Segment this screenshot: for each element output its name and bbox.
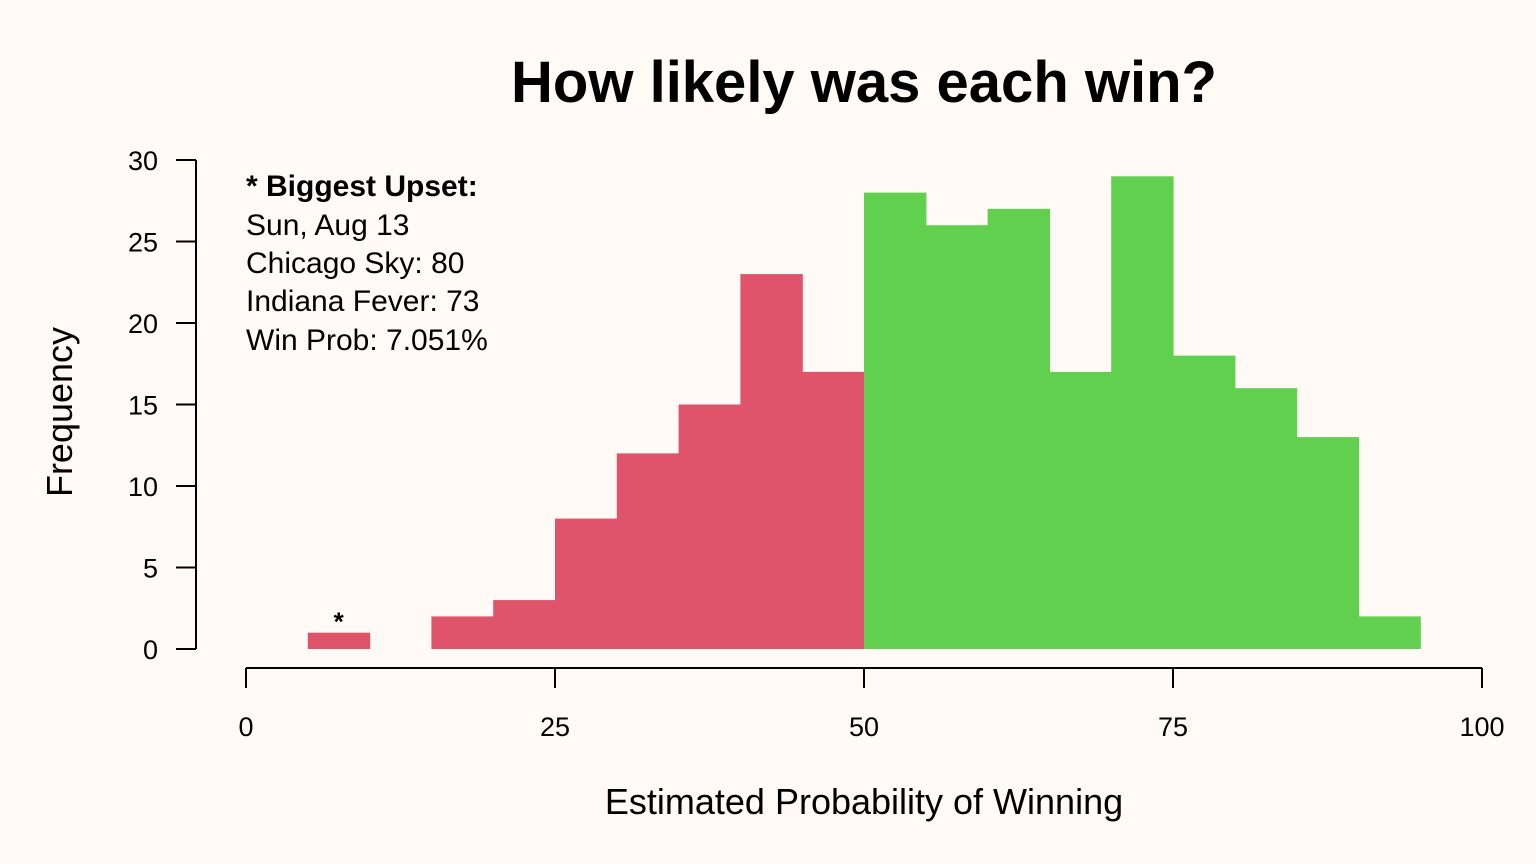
y-axis-label: Frequency: [39, 327, 80, 497]
histogram-bar: [1234, 388, 1298, 649]
annotation-line: Chicago Sky: 80: [246, 247, 464, 280]
y-tick-label: 5: [143, 554, 158, 584]
x-tick-label: 100: [1459, 712, 1504, 742]
histogram-bar: [925, 225, 989, 649]
y-tick-label: 30: [128, 146, 158, 176]
histogram-bar: [987, 208, 1050, 649]
histogram-bar: [616, 453, 680, 649]
histogram-bar: [307, 632, 371, 649]
y-tick-label: 15: [128, 391, 158, 421]
x-tick-label: 75: [1158, 712, 1188, 742]
x-axis: 0 25 50 75 100: [238, 667, 1505, 742]
x-axis-label: Estimated Probability of Winning: [605, 781, 1123, 822]
y-tick-label: 0: [143, 635, 158, 665]
upset-marker: *: [334, 607, 345, 637]
annotation-line: Indiana Fever: 73: [246, 285, 479, 318]
histogram-bar: [1111, 176, 1174, 650]
annotation-line: Sun, Aug 13: [246, 209, 409, 242]
chart-title: How likely was each win?: [511, 50, 1217, 115]
histogram-bar: [431, 616, 494, 649]
x-tick-label: 50: [849, 712, 879, 742]
histogram-bar: [1296, 437, 1359, 649]
histogram-bar: [802, 371, 865, 649]
x-tick-label: 0: [238, 712, 253, 742]
y-tick-label: 25: [128, 228, 158, 258]
y-tick-label: 10: [128, 472, 158, 502]
annotation-heading: * Biggest Upset:: [246, 170, 478, 203]
y-tick-label: 20: [128, 309, 158, 339]
histogram-bar: [678, 404, 741, 649]
histogram-bar: [1358, 616, 1421, 649]
histogram-bar: [1049, 371, 1112, 649]
histogram-bars: [307, 176, 1421, 650]
x-tick-label: 25: [540, 712, 570, 742]
histogram-bar: [555, 518, 618, 649]
histogram-bar: [1173, 355, 1236, 649]
histogram-bar: [493, 600, 556, 649]
upset-annotation: * Biggest Upset: Sun, Aug 13 Chicago Sky…: [246, 170, 488, 357]
annotation-line: Win Prob: 7.051%: [246, 324, 488, 357]
y-axis: 0 5 10 15 20 25 30: [128, 146, 197, 665]
histogram-bar: [864, 192, 927, 649]
histogram-bar: [740, 274, 803, 649]
